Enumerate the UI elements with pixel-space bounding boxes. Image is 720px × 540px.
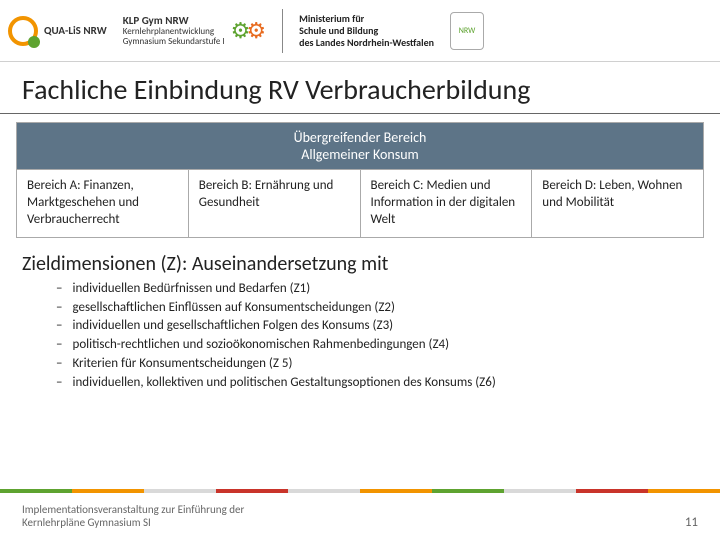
gears-icon: ⚙⚙ (231, 20, 266, 42)
list-item-text: individuellen und gesellschaftlichen Fol… (72, 317, 393, 336)
stripe-segment (648, 489, 720, 493)
list-item-text: politisch-rechtlichen und sozioökonomisc… (72, 336, 449, 355)
klp-logo: KLP Gym NRW Kernlehrplanentwicklung Gymn… (123, 0, 266, 61)
stripe-segment (432, 489, 504, 493)
table-col-c: Bereich C: Medien und Information in der… (361, 170, 533, 238)
stripe-segment (0, 489, 72, 493)
table-col-a: Bereich A: Finanzen, Marktgeschehen und … (16, 170, 189, 238)
list-item: –individuellen Bedürfnissen und Bedarfen… (56, 280, 698, 299)
list-item: –individuellen und gesellschaftlichen Fo… (56, 317, 698, 336)
qualis-ring-icon (8, 16, 38, 46)
stripe-segment (288, 489, 360, 493)
qualis-logo: QUA-LiS NRW (8, 0, 107, 61)
nrw-seal-icon: NRW (450, 12, 484, 50)
list-item-text: Kriterien für Konsumentscheidungen (Z 5) (72, 355, 292, 374)
ministry-line2: Schule und Bildung (299, 25, 434, 37)
subheading: Zieldimensionen (Z): Auseinandersetzung … (0, 238, 720, 280)
page-title: Fachliche Einbindung RV Verbraucherbildu… (0, 62, 720, 114)
page-number: 11 (685, 515, 698, 530)
list-item-text: gesellschaftlichen Einflüssen auf Konsum… (72, 299, 394, 318)
stripe-segment (360, 489, 432, 493)
stripe-segment (72, 489, 144, 493)
list-item: –politisch-rechtlichen und sozioökonomis… (56, 336, 698, 355)
klp-line1: KLP Gym NRW (123, 15, 225, 27)
ministry-logo: Ministerium für Schule und Bildung des L… (299, 0, 434, 61)
klp-line3: Gymnasium Sekundarstufe I (123, 37, 225, 47)
table-col-b: Bereich B: Ernährung und Gesundheit (189, 170, 361, 238)
table-col-d: Bereich D: Leben, Wohnen und Mobilität (532, 170, 704, 238)
list-item-text: individuellen, kollektiven und politisch… (72, 374, 495, 393)
table-header: Übergreifender Bereich Allgemeiner Konsu… (16, 122, 704, 170)
areas-table: Übergreifender Bereich Allgemeiner Konsu… (0, 114, 720, 238)
footer-text: Implementationsveranstaltung zur Einführ… (22, 503, 282, 531)
dimensions-list: –individuellen Bedürfnissen und Bedarfen… (0, 280, 720, 393)
table-header-line1: Übergreifender Bereich (17, 129, 703, 146)
list-item: –individuellen, kollektiven und politisc… (56, 374, 698, 393)
stripe-segment (216, 489, 288, 493)
list-item-text: individuellen Bedürfnissen und Bedarfen … (72, 280, 310, 299)
divider (282, 9, 283, 53)
table-header-line2: Allgemeiner Konsum (17, 146, 703, 163)
color-stripe (0, 489, 720, 493)
list-item: –Kriterien für Konsumentscheidungen (Z 5… (56, 355, 698, 374)
ministry-line3: des Landes Nordrhein-Westfalen (299, 37, 434, 49)
ministry-line1: Ministerium für (299, 13, 434, 25)
header-logos: QUA-LiS NRW KLP Gym NRW Kernlehrplanentw… (0, 0, 720, 62)
qualis-text: QUA-LiS NRW (44, 24, 107, 37)
stripe-segment (144, 489, 216, 493)
list-item: –gesellschaftlichen Einflüssen auf Konsu… (56, 299, 698, 318)
stripe-segment (504, 489, 576, 493)
footer: Implementationsveranstaltung zur Einführ… (0, 489, 720, 540)
stripe-segment (576, 489, 648, 493)
